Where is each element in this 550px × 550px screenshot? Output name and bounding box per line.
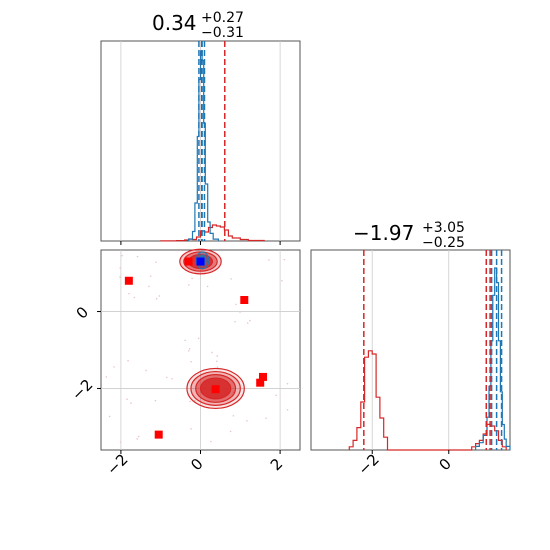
faint-sample-point [194,399,196,402]
panel-hist-param2: −2 0 −1.97 +3.05 −0.25 [310,220,511,479]
faint-sample-point [268,259,270,261]
faint-sample-point [113,366,115,368]
faint-sample-point [133,296,136,299]
faint-sample-point [188,347,191,350]
marker-blue-0 [196,257,205,266]
marker-red-2 [240,296,249,304]
faint-sample-point [249,319,251,322]
faint-sample-point [232,414,235,417]
faint-sample-point [234,320,236,323]
title-param1-value: 0.34 [152,11,197,35]
faint-sample-point [189,400,191,403]
faint-sample-point [130,402,132,404]
title-param2-sup: +3.05 [422,220,465,236]
p2-y-tick-label-1: 0 [73,303,92,322]
hist-param2-blue [475,267,511,450]
marker-red-1 [184,257,193,266]
panel-joint-content [105,248,289,443]
faint-sample-point [286,382,289,385]
panel-hist-param2-frame [310,249,511,451]
faint-sample-point [105,376,108,378]
faint-sample-point [206,285,209,288]
p3-tick-label-1: 0 [435,455,454,474]
faint-sample-point [145,369,147,372]
faint-sample-point [136,255,139,258]
faint-sample-point [136,438,139,440]
faint-sample-point [197,337,200,340]
panel-hist-param1-ticks [120,241,281,245]
title-param2-sub: −0.25 [422,235,465,251]
p2-x-tick-label-0: −2 [103,450,131,478]
faint-sample-point [119,267,121,269]
p2-x-tick-label-2: 2 [267,455,286,474]
faint-sample-point [246,322,249,324]
faint-sample-point [119,441,122,443]
faint-sample-point [210,440,212,443]
faint-sample-point [171,378,173,380]
faint-sample-point [128,292,130,295]
faint-sample-point [148,285,150,288]
p2-y-tick-label-0: −2 [68,376,96,404]
faint-sample-point [239,311,241,313]
faint-sample-point [265,417,267,419]
faint-sample-point [246,420,248,422]
hist-param1-red [160,224,265,242]
faint-sample-point [166,376,168,379]
marker-red-0 [124,276,133,285]
panel-joint: −2 0 2 −2 0 [68,248,301,479]
panel-hist-param2-ticks: −2 0 [355,450,455,479]
p3-tick-label-0: −2 [355,450,383,478]
marker-red-3 [211,385,220,394]
faint-sample-point [190,428,192,430]
faint-sample-point [155,261,157,264]
faint-sample-point [275,394,278,397]
hist-param1-blue [188,50,219,241]
faint-sample-point [108,415,111,418]
faint-sample-point [127,359,129,362]
faint-sample-point [155,297,158,300]
faint-sample-point [230,278,232,280]
panel-hist-param1-content [160,41,265,242]
faint-sample-point [216,355,219,357]
title-param1-sub: −0.31 [201,25,244,41]
title-param2-value: −1.97 [353,221,414,245]
title-param1: 0.34 [152,11,197,35]
faint-sample-point [121,254,123,257]
marker-red-5 [256,378,265,387]
hist-param2-red [348,350,507,451]
faint-sample-point [283,258,286,261]
title-param1-sup: +0.27 [201,10,244,26]
marker-red-6 [154,430,163,439]
faint-sample-point [126,398,128,401]
faint-sample-point [149,275,152,277]
panel-hist-param1: 0.34 +0.27 −0.31 [100,10,301,245]
faint-sample-point [154,399,157,402]
faint-sample-point [158,295,161,297]
faint-sample-point [216,360,218,363]
marker-red-4 [258,372,267,381]
faint-sample-point [235,303,237,306]
faint-sample-point [188,284,190,286]
faint-sample-point [187,350,190,352]
faint-sample-point [119,276,121,278]
faint-sample-point [137,435,140,438]
faint-sample-point [286,408,289,411]
panel-hist-param2-grid [371,250,450,450]
faint-sample-point [229,430,232,433]
faint-sample-point [190,360,192,363]
faint-sample-point [211,351,213,354]
faint-sample-point [191,277,193,280]
panel-hist-param2-content [348,250,511,451]
faint-sample-point [184,339,186,342]
title-param2: −1.97 [353,221,414,245]
p2-x-tick-label-1: 0 [187,455,206,474]
faint-sample-point [216,366,219,368]
faint-sample-point [281,279,283,282]
